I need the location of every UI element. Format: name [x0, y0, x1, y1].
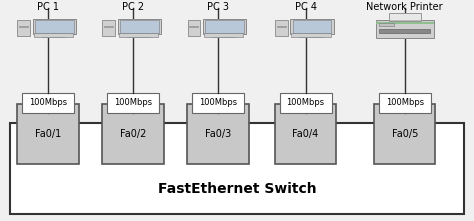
Text: 100Mbps: 100Mbps — [386, 98, 424, 107]
Bar — [102, 104, 164, 164]
Text: 100Mbps: 100Mbps — [199, 98, 237, 107]
Bar — [380, 23, 394, 27]
Bar — [275, 104, 336, 164]
Bar — [33, 19, 76, 34]
Text: Fa0/4: Fa0/4 — [292, 129, 319, 139]
Bar — [35, 20, 74, 32]
Bar — [22, 93, 74, 112]
Text: Fa0/3: Fa0/3 — [205, 129, 231, 139]
Text: PC 1: PC 1 — [37, 2, 59, 12]
Bar — [376, 22, 434, 24]
Bar — [187, 104, 249, 164]
Bar — [19, 26, 28, 27]
Text: PC 2: PC 2 — [122, 2, 144, 12]
Bar — [188, 20, 200, 36]
Text: FastEthernet Switch: FastEthernet Switch — [158, 182, 316, 196]
Text: Network Printer: Network Printer — [366, 2, 443, 12]
Bar — [374, 104, 436, 164]
Bar — [277, 26, 286, 27]
Bar — [192, 93, 244, 112]
Bar — [120, 20, 159, 32]
Bar — [205, 20, 244, 32]
Bar — [389, 13, 420, 21]
Bar — [275, 20, 288, 36]
Text: 100Mbps: 100Mbps — [114, 98, 152, 107]
Bar — [204, 33, 243, 37]
Bar — [376, 20, 434, 38]
Bar — [280, 93, 331, 112]
Bar — [203, 19, 246, 34]
Text: 100Mbps: 100Mbps — [29, 98, 67, 107]
Bar — [291, 33, 331, 37]
Bar — [17, 104, 79, 164]
Text: Fa0/5: Fa0/5 — [392, 129, 418, 139]
Bar — [118, 33, 158, 37]
Bar — [107, 93, 159, 112]
Text: PC 4: PC 4 — [294, 2, 317, 12]
Bar — [380, 29, 430, 33]
Bar — [292, 20, 331, 32]
Bar — [102, 20, 115, 36]
Text: 100Mbps: 100Mbps — [286, 98, 325, 107]
Text: PC 3: PC 3 — [207, 2, 229, 12]
Bar — [291, 19, 334, 34]
Bar — [118, 19, 161, 34]
Bar — [18, 20, 30, 36]
Text: Fa0/2: Fa0/2 — [120, 129, 146, 139]
Bar — [34, 33, 73, 37]
Bar — [104, 26, 113, 27]
Text: Fa0/1: Fa0/1 — [35, 129, 61, 139]
Bar — [190, 26, 198, 27]
Bar — [379, 93, 431, 112]
Bar — [10, 123, 464, 214]
